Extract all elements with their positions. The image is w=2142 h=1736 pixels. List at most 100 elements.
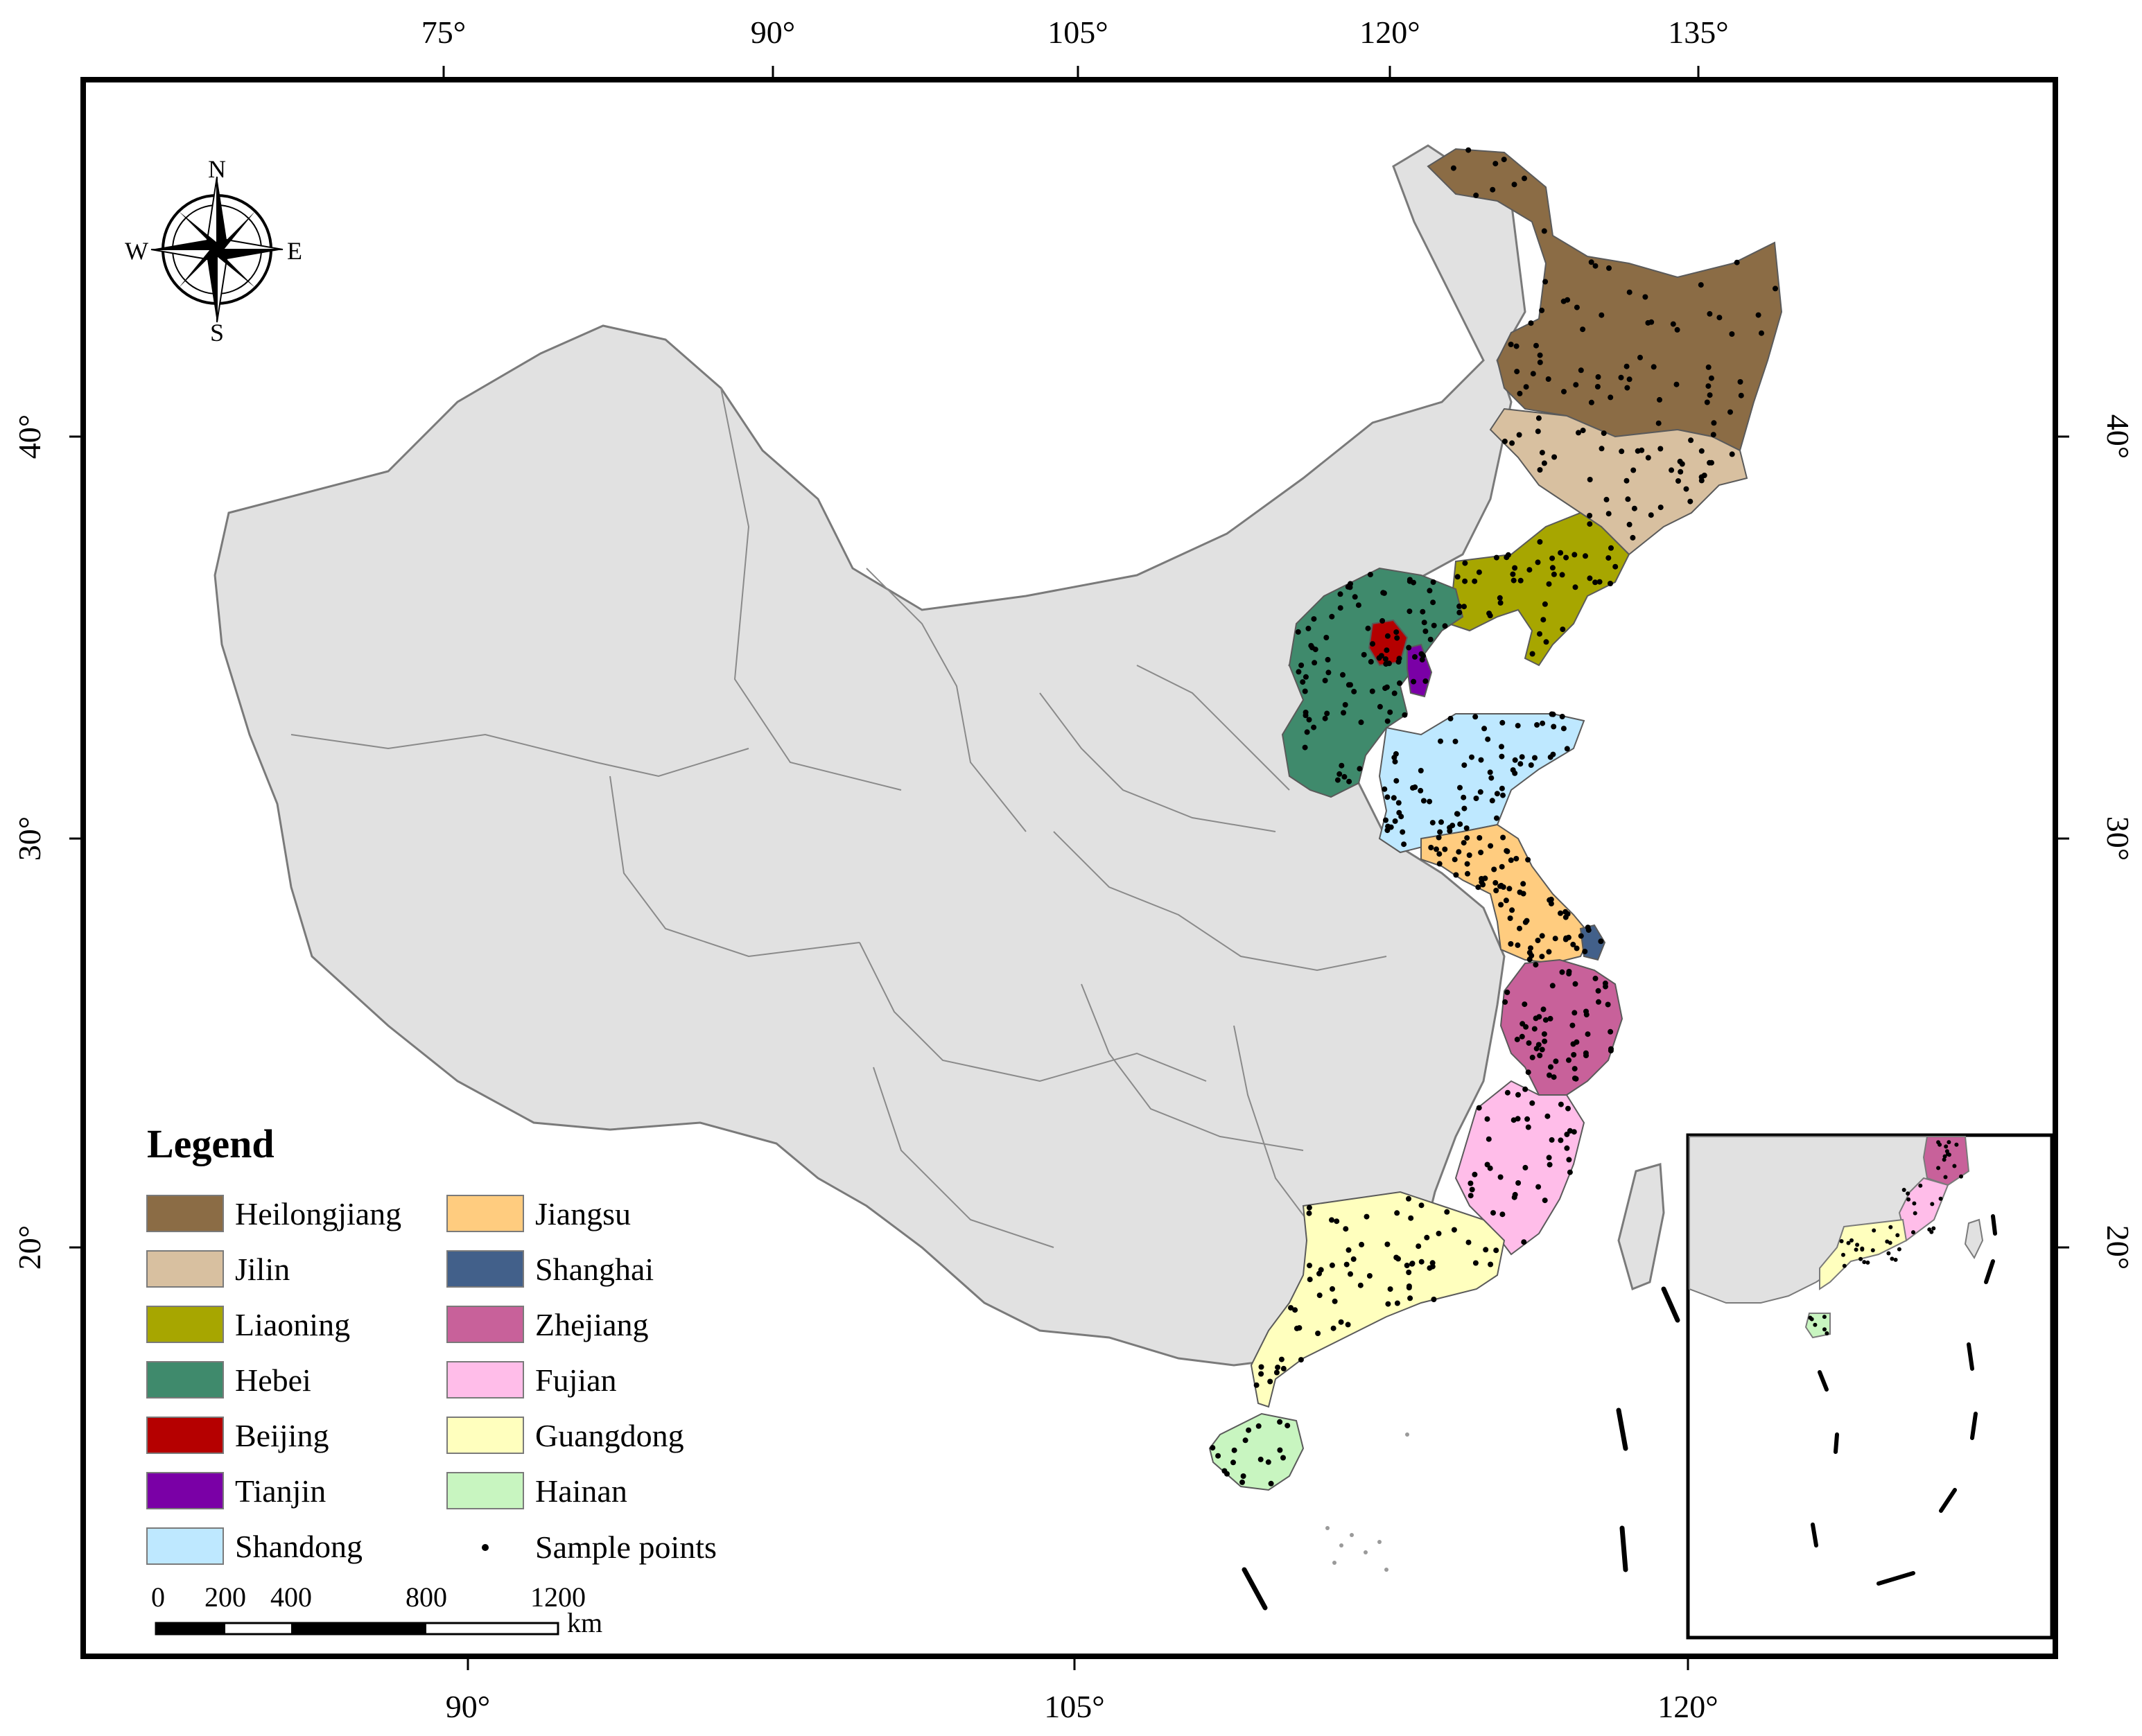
sample-point bbox=[1572, 981, 1578, 987]
sample-point bbox=[1465, 870, 1470, 877]
sample-point bbox=[1630, 534, 1636, 541]
legend-swatch-jiangsu bbox=[446, 1195, 524, 1232]
sample-point bbox=[1588, 259, 1594, 265]
sample-point bbox=[1670, 321, 1676, 327]
sample-point bbox=[1492, 879, 1499, 886]
inset-sample-point bbox=[1809, 1317, 1814, 1322]
sample-point bbox=[1391, 795, 1397, 801]
sample-point bbox=[1508, 342, 1514, 347]
sample-point bbox=[1401, 841, 1407, 848]
sample-point bbox=[1462, 578, 1468, 584]
sample-point bbox=[1501, 157, 1507, 163]
south-china-sea-islands bbox=[1325, 1432, 1409, 1572]
sample-point bbox=[1651, 364, 1657, 370]
sample-point bbox=[1442, 623, 1448, 629]
sample-point bbox=[1365, 625, 1371, 631]
sample-point bbox=[1418, 768, 1424, 773]
sample-point bbox=[1551, 724, 1557, 730]
inset-sample-point bbox=[1959, 1174, 1963, 1179]
sample-point bbox=[1571, 1076, 1578, 1081]
sample-point bbox=[1499, 1211, 1506, 1218]
sample-point bbox=[1559, 572, 1565, 578]
sample-point bbox=[1529, 1100, 1535, 1106]
sample-point bbox=[1420, 798, 1427, 804]
sample-point bbox=[1631, 505, 1637, 511]
sample-point bbox=[1504, 848, 1510, 854]
sample-point bbox=[1511, 182, 1517, 188]
sample-point bbox=[1499, 719, 1506, 726]
sample-point bbox=[1322, 678, 1328, 683]
sample-point bbox=[1657, 446, 1664, 452]
highlighted-provinces bbox=[1208, 148, 1783, 1491]
sample-point bbox=[1537, 631, 1542, 637]
legend-swatch-beijing bbox=[146, 1417, 224, 1454]
legend-label-jiangsu: Jiangsu bbox=[535, 1196, 631, 1231]
sample-point bbox=[1457, 784, 1463, 791]
sample-point bbox=[1280, 1455, 1286, 1461]
sample-point bbox=[1337, 605, 1343, 611]
sample-point bbox=[1515, 1180, 1522, 1186]
inset-sample-point bbox=[1942, 1154, 1947, 1159]
sample-point bbox=[1606, 265, 1612, 271]
province-fujian bbox=[1454, 1080, 1585, 1256]
sample-point bbox=[1340, 672, 1346, 678]
inset-sample-point bbox=[1865, 1260, 1870, 1265]
sample-point bbox=[1489, 798, 1495, 804]
sample-point bbox=[1468, 1193, 1474, 1199]
scale-label: 1200 bbox=[530, 1581, 586, 1613]
inset-sample-point bbox=[1927, 1227, 1932, 1232]
sample-point bbox=[1506, 886, 1513, 892]
sample-point bbox=[1428, 845, 1434, 850]
sample-point bbox=[1323, 635, 1330, 640]
sample-point bbox=[1587, 513, 1593, 518]
sample-point bbox=[1447, 715, 1454, 721]
sample-point bbox=[1258, 1371, 1264, 1377]
sample-point bbox=[1367, 572, 1373, 578]
sample-point bbox=[1461, 604, 1467, 610]
sample-point bbox=[1560, 626, 1566, 633]
sample-point bbox=[1230, 1459, 1236, 1466]
sample-point bbox=[1394, 1300, 1400, 1306]
sample-point bbox=[1442, 846, 1448, 852]
sample-point bbox=[1477, 835, 1483, 841]
sample-point bbox=[1537, 359, 1543, 365]
inset-sample-point bbox=[1936, 1140, 1941, 1145]
left-axis bbox=[69, 435, 83, 1249]
sample-point bbox=[1522, 1001, 1528, 1008]
sample-point bbox=[1295, 629, 1301, 635]
sample-point bbox=[1499, 863, 1505, 870]
sample-point bbox=[1508, 857, 1514, 863]
inset-sample-point bbox=[1822, 1315, 1827, 1319]
sample-point bbox=[1469, 754, 1474, 760]
sample-point bbox=[1348, 682, 1353, 688]
sample-point bbox=[1560, 298, 1567, 304]
sample-point bbox=[1630, 467, 1637, 473]
sample-point bbox=[1509, 440, 1515, 446]
sample-point bbox=[1472, 1171, 1478, 1177]
sample-point bbox=[1500, 834, 1506, 841]
sample-point bbox=[1673, 381, 1680, 387]
sample-point bbox=[1539, 450, 1545, 456]
sample-point bbox=[1277, 1419, 1283, 1425]
sample-point bbox=[1522, 919, 1529, 925]
sample-point bbox=[1383, 817, 1388, 823]
sample-points bbox=[1210, 147, 1778, 1487]
sample-point bbox=[1519, 754, 1525, 760]
sample-point bbox=[1657, 396, 1662, 403]
sample-point bbox=[1547, 1015, 1553, 1022]
sample-point bbox=[1346, 778, 1352, 784]
sample-point bbox=[1438, 738, 1443, 744]
sample-point bbox=[1499, 744, 1504, 750]
sample-point bbox=[1645, 455, 1651, 461]
sample-point bbox=[1408, 1215, 1414, 1221]
sample-point bbox=[1392, 759, 1398, 765]
sample-point bbox=[1727, 409, 1733, 415]
sample-point bbox=[1711, 420, 1717, 426]
sample-point bbox=[1357, 1282, 1364, 1288]
left-tick-label: 40° bbox=[12, 414, 47, 459]
inset-sample-point bbox=[1854, 1247, 1858, 1252]
sample-point bbox=[1759, 330, 1764, 336]
sample-point bbox=[1311, 616, 1317, 622]
sample-point bbox=[1559, 714, 1565, 719]
sample-point bbox=[1499, 753, 1505, 760]
